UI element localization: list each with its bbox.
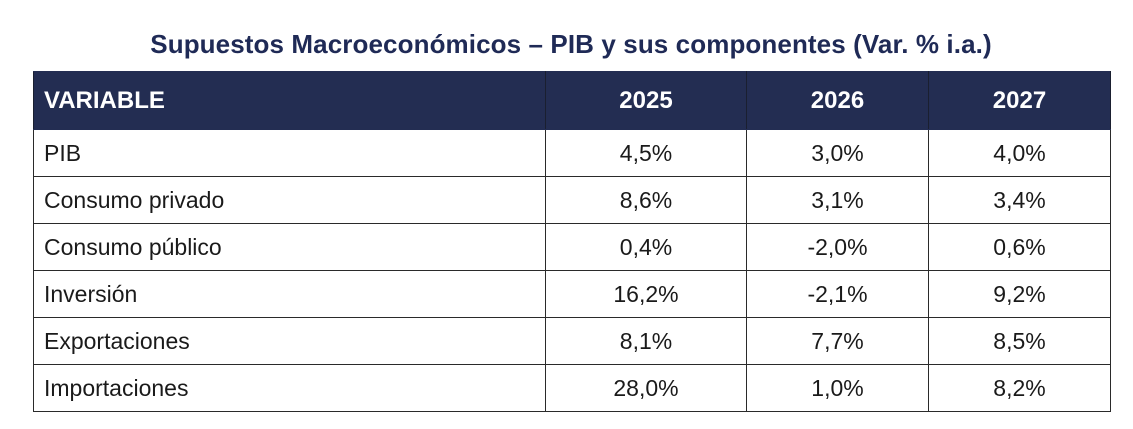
value-cell: 9,2% <box>928 270 1111 318</box>
value-cell: 3,1% <box>746 176 929 224</box>
row-label: Consumo público <box>33 223 546 271</box>
table-title: Supuestos Macroeconómicos – PIB y sus co… <box>150 29 992 59</box>
macro-assumptions-table: VARIABLE 2025 2026 2027 PIB 4,5% 3,0% 4,… <box>33 71 1111 412</box>
row-label: PIB <box>33 129 546 177</box>
table-row: PIB 4,5% 3,0% 4,0% <box>33 129 1111 177</box>
value-cell: 0,4% <box>545 223 747 271</box>
value-cell: 3,4% <box>928 176 1111 224</box>
table-row: Consumo público 0,4% -2,0% 0,6% <box>33 223 1111 271</box>
header-row: VARIABLE 2025 2026 2027 <box>33 71 1111 130</box>
value-cell: 0,6% <box>928 223 1111 271</box>
row-label: Inversión <box>33 270 546 318</box>
column-header-variable: VARIABLE <box>33 71 546 130</box>
value-cell: 8,5% <box>928 317 1111 365</box>
value-cell: 28,0% <box>545 364 747 412</box>
value-cell: -2,0% <box>746 223 929 271</box>
table-row: Importaciones 28,0% 1,0% 8,2% <box>33 364 1111 412</box>
row-label: Exportaciones <box>33 317 546 365</box>
value-cell: 4,5% <box>545 129 747 177</box>
table-row: Consumo privado 8,6% 3,1% 3,4% <box>33 176 1111 224</box>
column-header-2025: 2025 <box>545 71 747 130</box>
value-cell: 1,0% <box>746 364 929 412</box>
value-cell: 8,1% <box>545 317 747 365</box>
value-cell: 3,0% <box>746 129 929 177</box>
column-header-2026: 2026 <box>746 71 929 130</box>
row-label: Consumo privado <box>33 176 546 224</box>
row-label: Importaciones <box>33 364 546 412</box>
value-cell: 16,2% <box>545 270 747 318</box>
value-cell: 7,7% <box>746 317 929 365</box>
value-cell: -2,1% <box>746 270 929 318</box>
table-row: Inversión 16,2% -2,1% 9,2% <box>33 270 1111 318</box>
value-cell: 8,2% <box>928 364 1111 412</box>
column-header-2027: 2027 <box>928 71 1111 130</box>
table-row: Exportaciones 8,1% 7,7% 8,5% <box>33 317 1111 365</box>
value-cell: 8,6% <box>545 176 747 224</box>
value-cell: 4,0% <box>928 129 1111 177</box>
